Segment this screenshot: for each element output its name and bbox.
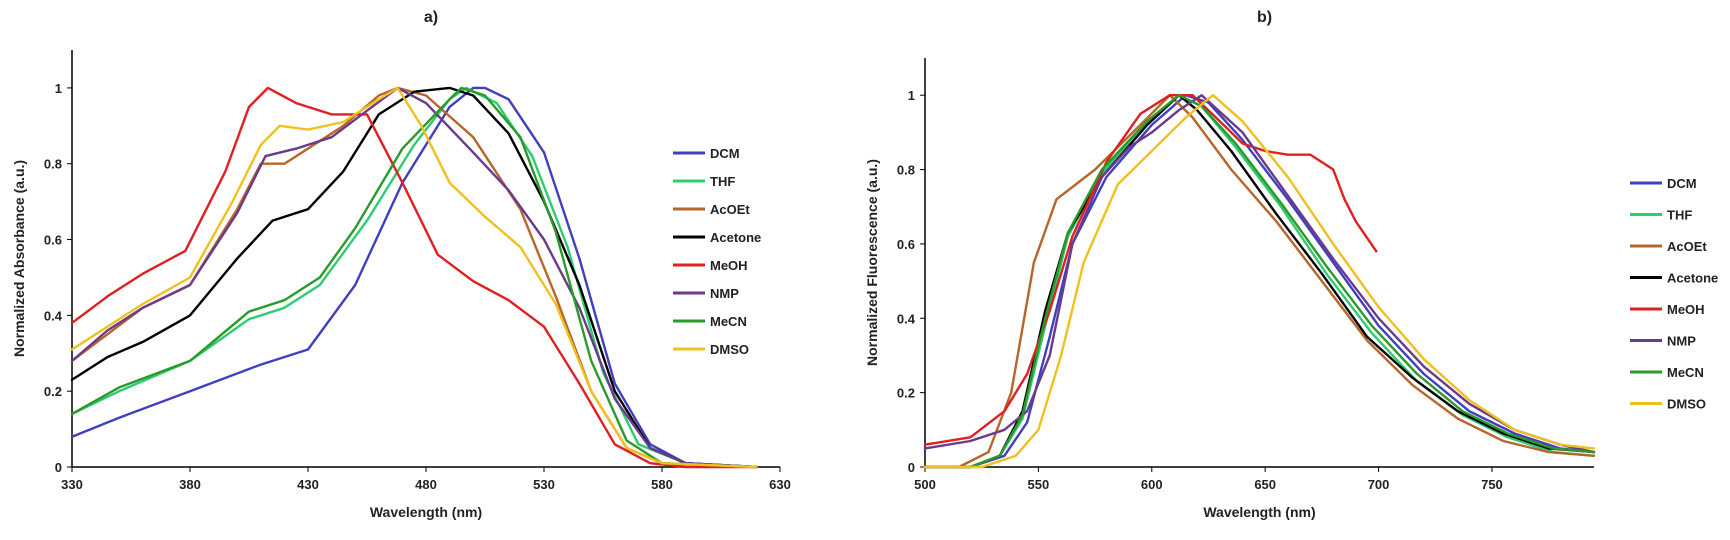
series-line-nmp: [923, 93, 1596, 454]
series-line-dmso: [70, 86, 758, 469]
panel-b: 500 550 600 650 700 750 0 0.2 0.4 0.6 0.8 1 b) Wavele…: [864, 9, 1718, 520]
legend-label-dcm: DCM: [710, 146, 740, 161]
series-line-mecn: [70, 86, 758, 469]
legend-label-thf: THF: [1667, 208, 1692, 223]
panel-title: a): [424, 9, 438, 26]
legend-label-nmp: NMP: [710, 286, 739, 301]
legend-label-acetone: Acetone: [710, 230, 761, 245]
series-lines: [923, 93, 1596, 469]
y-tick-label: 1: [55, 81, 62, 96]
series-line-dmso: [923, 93, 1596, 469]
legend: DCM THF AcOEt Acetone MeOH NMP MeCN DMSO: [673, 146, 761, 357]
x-tick-label: 480: [415, 477, 437, 492]
y-axis-title: Normalized Fluorescence (a.u.): [864, 159, 880, 366]
legend-label-acetone: Acetone: [1667, 271, 1718, 286]
legend-label-mecn: MeCN: [710, 314, 747, 329]
legend-label-acoet: AcOEt: [710, 202, 750, 217]
x-tick-label: 700: [1368, 477, 1390, 492]
y-tick-label: 0.6: [897, 237, 915, 252]
legend-label-dmso: DMSO: [1667, 397, 1706, 412]
legend-label-meoh: MeOH: [1667, 302, 1705, 317]
x-tick-label: 630: [769, 477, 791, 492]
x-tick-label: 530: [533, 477, 555, 492]
y-tick-label: 0.8: [897, 163, 915, 178]
legend-label-dcm: DCM: [1667, 176, 1697, 191]
y-tick-label: 0.6: [44, 233, 62, 248]
y-tick-label: 0: [908, 460, 915, 475]
x-tick-label: 580: [651, 477, 673, 492]
series-line-acoet: [923, 93, 1596, 469]
y-tick-label: 0: [55, 460, 62, 475]
legend-label-nmp: NMP: [1667, 334, 1696, 349]
y-tick-label: 0.2: [897, 386, 915, 401]
panel-a: 330 380 430 480 530 580 630 0 0.2 0.4 0.6 0.8 1 a) Wav…: [11, 9, 791, 520]
y-tick-label: 0.8: [44, 157, 62, 172]
series-line-mecn: [923, 93, 1596, 469]
y-tick-label: 0.4: [897, 311, 916, 326]
panel-title: b): [1257, 9, 1272, 26]
x-tick-label: 550: [1028, 477, 1050, 492]
legend-label-mecn: MeCN: [1667, 365, 1704, 380]
y-tick-label: 0.2: [44, 384, 62, 399]
x-tick-label: 600: [1141, 477, 1163, 492]
x-tick-label: 330: [61, 477, 83, 492]
legend-label-dmso: DMSO: [710, 342, 749, 357]
series-line-dcm: [70, 86, 758, 469]
x-axis-title: Wavelength (nm): [1203, 504, 1315, 520]
series-lines: [70, 86, 758, 469]
series-line-meoh: [923, 93, 1378, 446]
y-axis-title: Normalized Absorbance (a.u.): [11, 160, 27, 357]
series-line-meoh: [70, 86, 758, 469]
x-tick-label: 430: [297, 477, 319, 492]
x-tick-label: 380: [179, 477, 201, 492]
series-line-acetone: [70, 86, 758, 469]
series-line-thf: [70, 86, 758, 469]
legend-label-thf: THF: [710, 174, 735, 189]
x-axis-title: Wavelength (nm): [370, 504, 482, 520]
legend: DCM THF AcOEt Acetone MeOH NMP MeCN DMSO: [1630, 176, 1718, 412]
legend-label-meoh: MeOH: [710, 258, 748, 273]
x-tick-label: 650: [1254, 477, 1276, 492]
y-tick-label: 0.4: [44, 308, 63, 323]
x-tick-label: 750: [1481, 477, 1503, 492]
legend-label-acoet: AcOEt: [1667, 239, 1707, 254]
x-tick-label: 500: [914, 477, 936, 492]
y-tick-label: 1: [908, 88, 915, 103]
